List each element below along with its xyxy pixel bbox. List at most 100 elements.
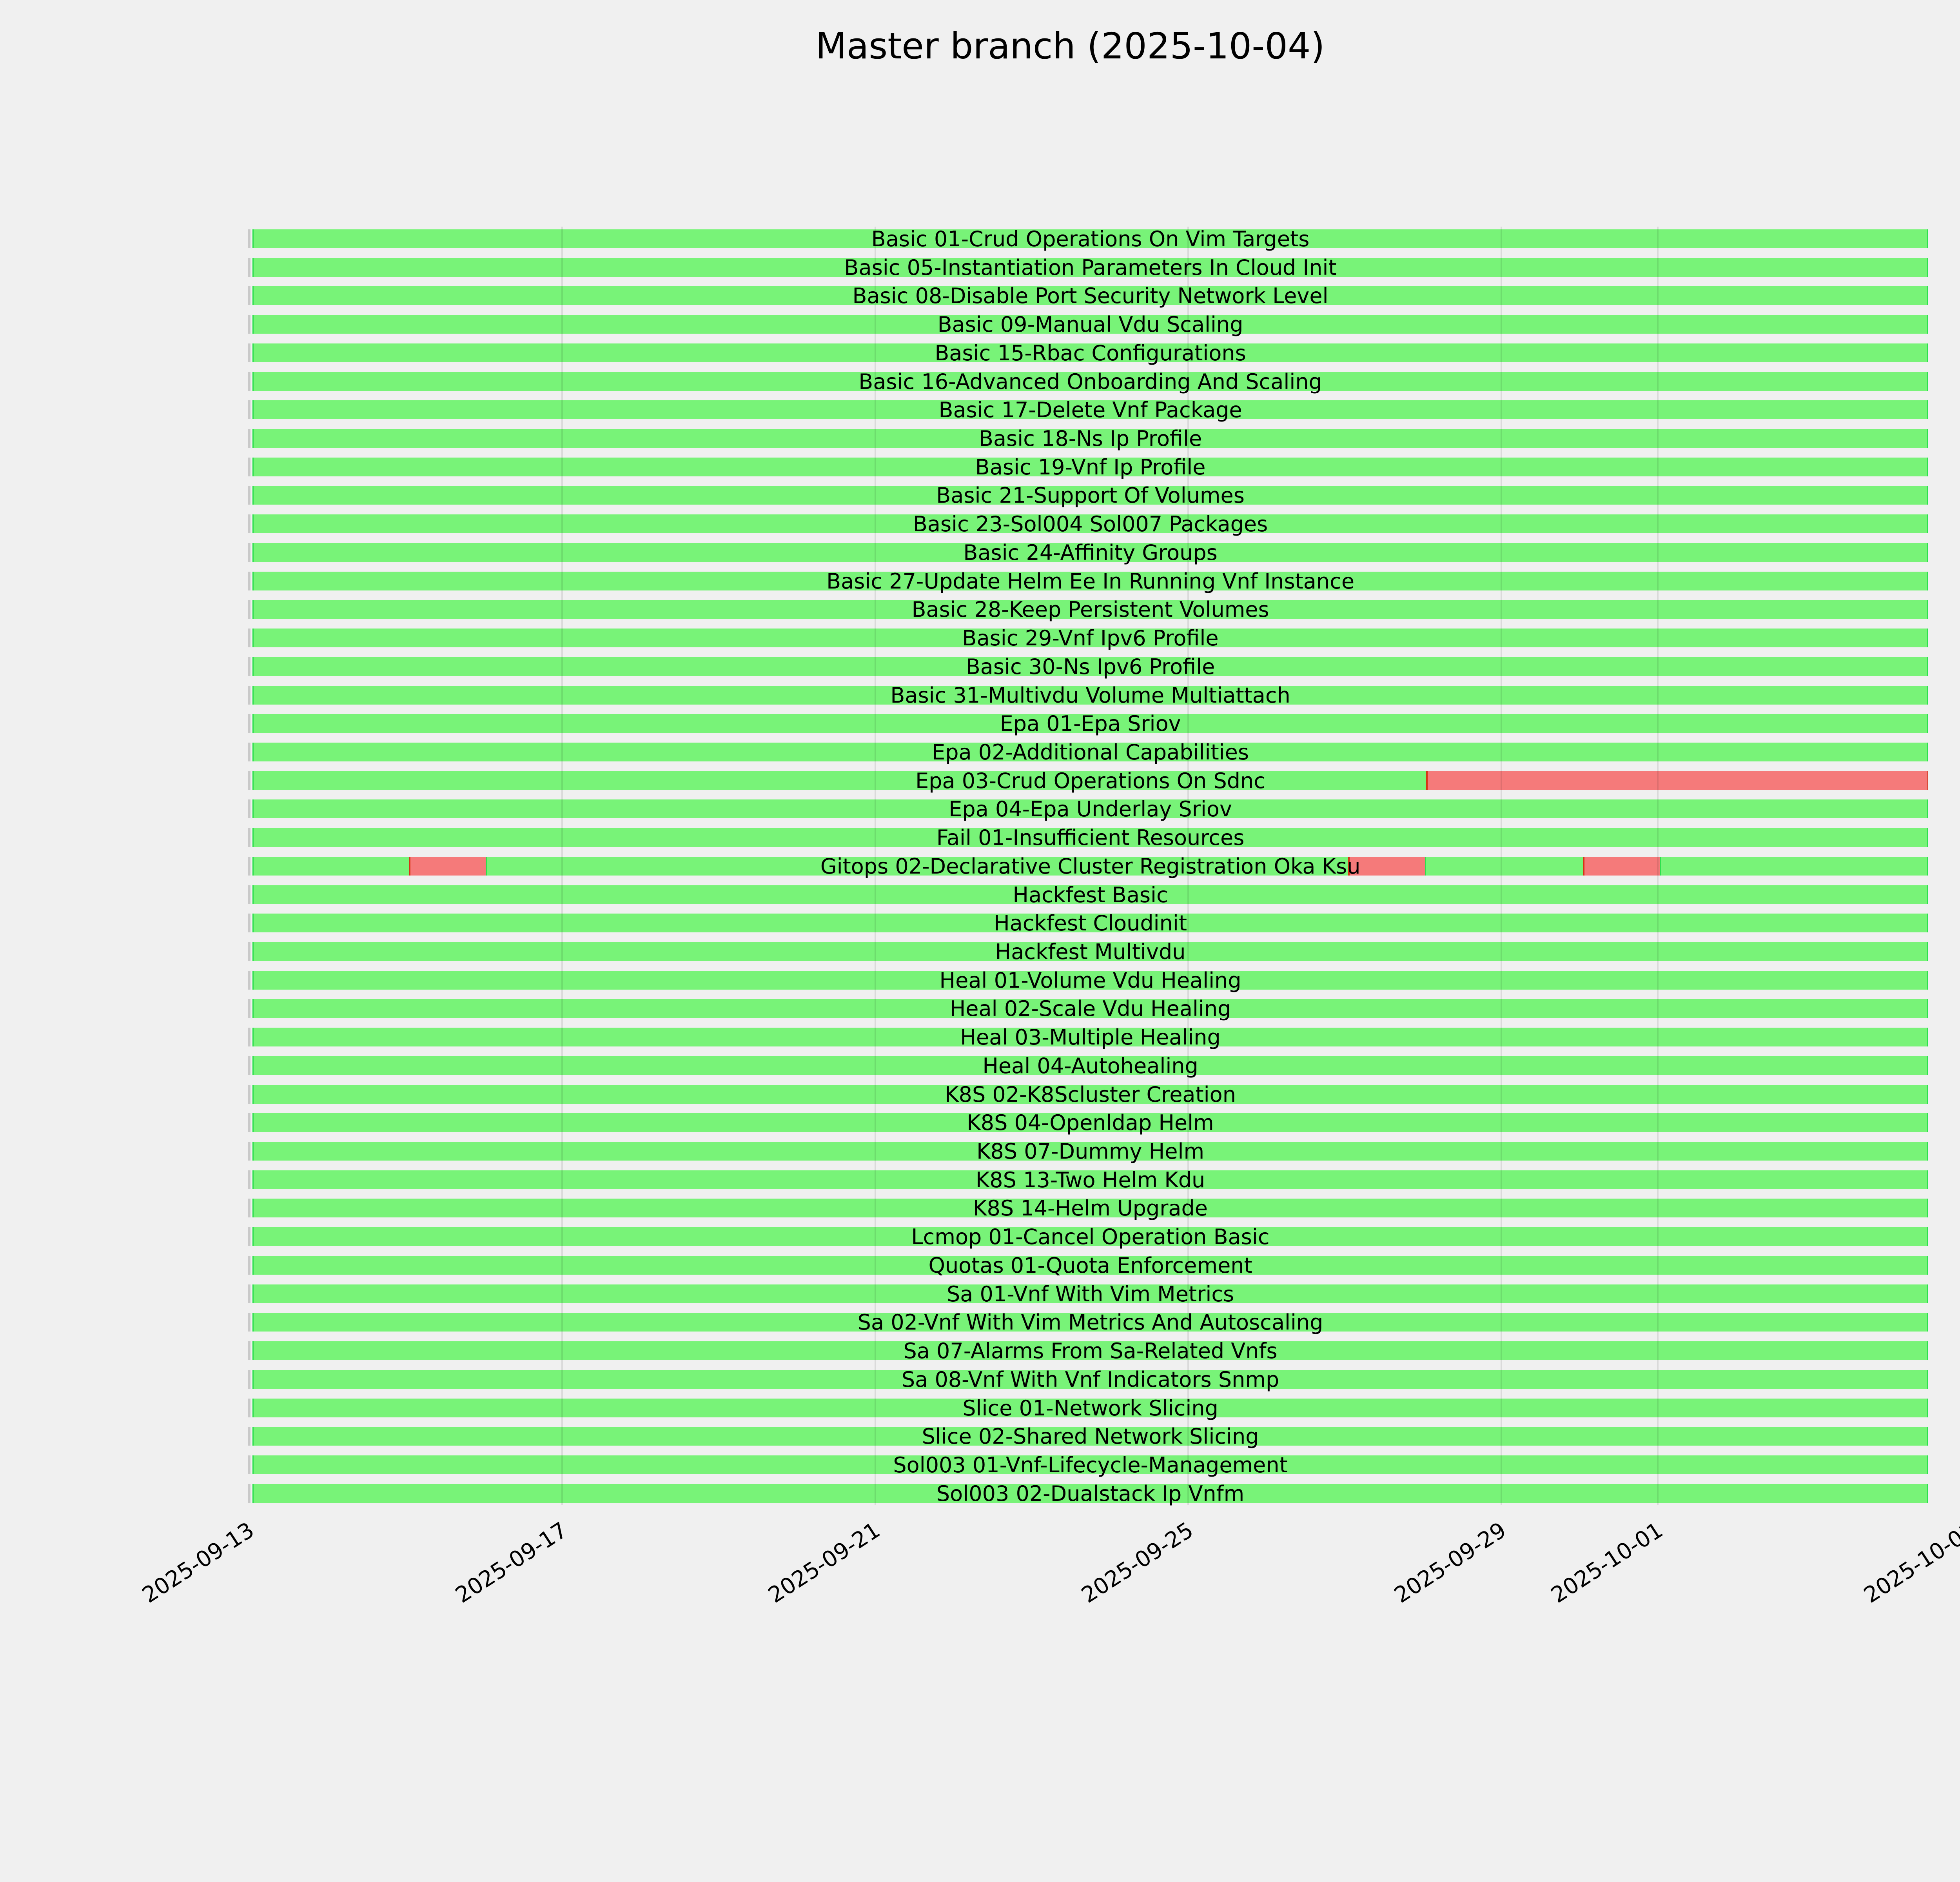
timeline-row: Slice 02-Shared Network Slicing <box>0 1424 1960 1449</box>
chart-title: Master branch (2025-10-04) <box>815 25 1325 67</box>
axis-start-cap <box>248 1142 250 1161</box>
x-tick-label: 2025-09-17 <box>451 1517 572 1608</box>
axis-start-cap <box>248 543 250 562</box>
axis-start-cap <box>248 400 250 420</box>
run-bar-pass <box>252 543 1929 562</box>
timeline-row: Basic 08-Disable Port Security Network L… <box>0 283 1960 309</box>
x-tick-label: 2025-10-01 <box>1546 1517 1668 1608</box>
row-label: Sa 02-Vnf With Vim Metrics And Autoscali… <box>857 1310 1323 1335</box>
axis-start-cap <box>248 629 250 648</box>
x-tick-label: 2025-09-25 <box>1077 1517 1198 1608</box>
timeline-row: Hackfest Multivdu <box>0 941 1960 963</box>
row-label: Heal 03-Multiple Healing <box>960 1025 1221 1050</box>
axis-start-cap <box>248 885 250 904</box>
x-gridline <box>1500 227 1502 1505</box>
timeline-row: Basic 28-Keep Persistent Volumes <box>0 597 1960 622</box>
axis-start-cap <box>248 1370 250 1389</box>
timeline-row: Gitops 02-Declarative Cluster Registrati… <box>0 856 1960 877</box>
axis-start-cap <box>248 343 250 362</box>
row-label: Sa 07-Alarms From Sa-Related Vnfs <box>903 1339 1278 1364</box>
row-label: Slice 02-Shared Network Slicing <box>922 1424 1259 1449</box>
axis-start-cap <box>248 856 250 876</box>
axis-start-cap <box>248 372 250 391</box>
axis-start-cap <box>248 1455 250 1474</box>
run-bar-pass <box>252 229 1929 248</box>
timeline-row: Heal 02-Scale Vdu Healing <box>0 998 1960 1019</box>
timeline-row: Epa 03-Crud Operations On Sdnc <box>0 770 1960 791</box>
axis-start-cap <box>248 1227 250 1246</box>
run-bar-pass <box>252 1142 1929 1161</box>
row-label: Epa 04-Epa Underlay Sriov <box>949 797 1232 822</box>
fail-segment <box>1426 771 1929 790</box>
row-label: Sa 08-Vnf With Vnf Indicators Snmp <box>901 1367 1279 1392</box>
timeline-row: Basic 27-Update Helm Ee In Running Vnf I… <box>0 570 1960 592</box>
timeline-row: Basic 15-Rbac Configurations <box>0 340 1960 365</box>
timeline-row: Lcmop 01-Cancel Operation Basic <box>0 1226 1960 1248</box>
axis-start-cap <box>248 1313 250 1332</box>
run-bar-pass <box>252 1370 1929 1389</box>
run-bar-pass <box>252 258 1929 277</box>
row-label: Basic 15-Rbac Configurations <box>935 340 1246 365</box>
axis-start-cap <box>248 970 250 990</box>
axis-start-cap <box>248 1427 250 1446</box>
timeline-row: Basic 31-Multivdu Volume Multiattach <box>0 683 1960 708</box>
timeline-row: Sa 02-Vnf With Vim Metrics And Autoscali… <box>0 1310 1960 1335</box>
axis-start-cap <box>248 1255 250 1275</box>
row-label: Basic 28-Keep Persistent Volumes <box>911 597 1269 622</box>
axis-start-cap <box>248 799 250 819</box>
row-label: Basic 21-Support Of Volumes <box>936 483 1245 508</box>
row-label: Epa 01-Epa Sriov <box>1000 711 1181 736</box>
timeline-row: Sol003 02-Dualstack Ip Vnfm <box>0 1483 1960 1504</box>
run-bar-pass <box>252 400 1929 420</box>
row-label: Heal 04-Autohealing <box>982 1053 1198 1078</box>
axis-start-cap <box>248 771 250 790</box>
x-tick-label: 2025-09-21 <box>764 1517 885 1608</box>
row-label: Basic 08-Disable Port Security Network L… <box>852 283 1328 309</box>
timeline-row: Basic 01-Crud Operations On Vim Targets <box>0 229 1960 250</box>
run-bar-pass <box>252 799 1929 819</box>
row-label: Basic 24-Affinity Groups <box>963 540 1218 565</box>
timeline-row: Heal 03-Multiple Healing <box>0 1025 1960 1050</box>
run-bar-pass <box>252 942 1929 961</box>
axis-start-cap <box>248 457 250 476</box>
timeline-row: K8S 07-Dummy Helm <box>0 1141 1960 1162</box>
timeline-row: Basic 09-Manual Vdu Scaling <box>0 314 1960 335</box>
run-bar-pass <box>252 1227 1929 1246</box>
timeline-row: Hackfest Basic <box>0 884 1960 905</box>
timeline-row: K8S 02-K8Scluster Creation <box>0 1084 1960 1105</box>
run-bar-pass <box>252 685 1929 705</box>
axis-start-cap <box>248 714 250 733</box>
timeline-row: Epa 02-Additional Capabilities <box>0 741 1960 763</box>
axis-start-cap <box>248 1028 250 1047</box>
run-bar-pass <box>252 1398 1929 1417</box>
fail-segment <box>1348 856 1426 876</box>
axis-start-cap <box>248 1085 250 1104</box>
axis-start-cap <box>248 229 250 248</box>
x-tick-label: 2025-10-05 <box>1859 1517 1960 1608</box>
run-bar-pass <box>252 629 1929 648</box>
run-bar-pass <box>252 1341 1929 1361</box>
axis-start-cap <box>248 286 250 305</box>
axis-start-cap <box>248 1199 250 1218</box>
timeline-row: K8S 13-Two Helm Kdu <box>0 1167 1960 1192</box>
row-label: Basic 31-Multivdu Volume Multiattach <box>890 683 1290 708</box>
axis-start-cap <box>248 1484 250 1503</box>
run-bar-pass <box>252 571 1929 590</box>
timeline-row: Sol003 01-Vnf-Lifecycle-Management <box>0 1454 1960 1475</box>
timeline-row: K8S 04-Openldap Helm <box>0 1112 1960 1134</box>
row-label: K8S 13-Two Helm Kdu <box>975 1167 1205 1192</box>
axis-start-cap <box>248 685 250 705</box>
axis-start-cap <box>248 486 250 505</box>
timeline-row: Hackfest Cloudinit <box>0 913 1960 934</box>
row-label: Sa 01-Vnf With Vim Metrics <box>946 1281 1234 1306</box>
run-bar-pass <box>252 1455 1929 1474</box>
timeline-row: Basic 18-Ns Ip Profile <box>0 428 1960 449</box>
run-bar-pass <box>252 714 1929 733</box>
run-bar-pass <box>252 1255 1929 1275</box>
timeline-row: Basic 23-Sol004 Sol007 Packages <box>0 514 1960 535</box>
axis-start-cap <box>248 657 250 676</box>
x-tick-label: 2025-09-13 <box>138 1517 259 1608</box>
timeline-row: Basic 21-Support Of Volumes <box>0 483 1960 508</box>
run-bar-pass <box>252 914 1929 933</box>
axis-start-cap <box>248 742 250 761</box>
